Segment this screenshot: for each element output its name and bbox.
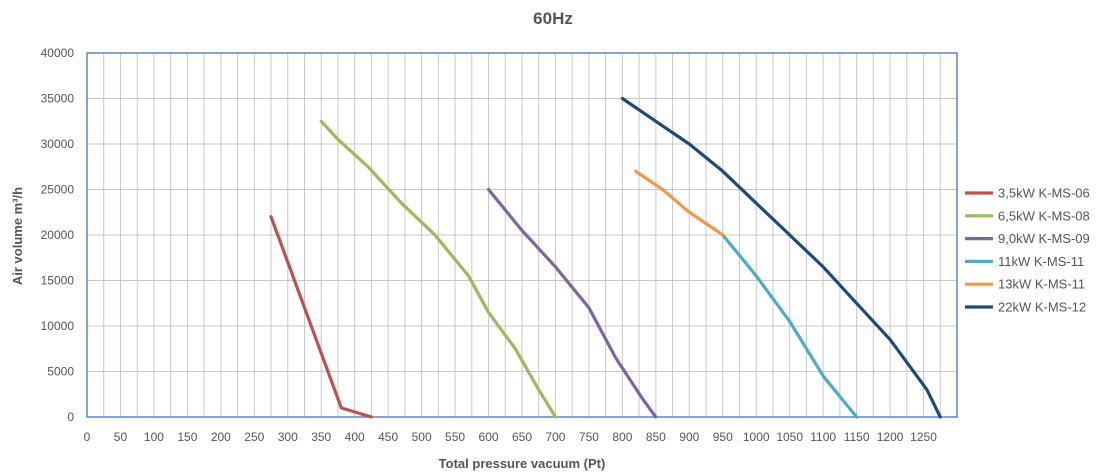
x-tick-label: 1150 xyxy=(844,430,870,444)
x-tick-label: 350 xyxy=(311,430,331,444)
legend: 3,5kW K-MS-06 6,5kW K-MS-08 9,0kW K-MS-09 1… xyxy=(965,186,1090,315)
y-tick-label: 10000 xyxy=(41,319,75,333)
x-tick-label: 500 xyxy=(412,430,432,444)
x-tick-label: 250 xyxy=(244,430,264,444)
x-tick-label: 300 xyxy=(278,430,298,444)
x-tick-label: 150 xyxy=(177,430,197,444)
x-tick-label: 700 xyxy=(545,430,565,444)
legend-label: 13kW K-MS-11 xyxy=(998,277,1085,292)
legend-label: 11kW K-MS-11 xyxy=(998,254,1084,269)
y-tick-label: 0 xyxy=(67,410,74,424)
x-tick-label: 750 xyxy=(579,430,599,444)
x-tick-label: 100 xyxy=(144,430,164,444)
x-tick-label: 0 xyxy=(84,430,91,444)
y-tick-label: 25000 xyxy=(41,183,75,197)
y-tick-label: 5000 xyxy=(47,365,74,379)
y-tick-label: 35000 xyxy=(41,92,75,106)
x-tick-label: 550 xyxy=(445,430,465,444)
x-tick-label: 1000 xyxy=(743,430,770,444)
series-line xyxy=(486,187,658,419)
x-tick-label: 800 xyxy=(612,430,632,444)
y-tick-labels: 0 5000 10000 15000 20000 25000 30000 35000 40000 xyxy=(41,46,75,424)
y-tick-label: 15000 xyxy=(41,274,75,288)
series-line xyxy=(269,215,373,419)
x-tick-label: 1250 xyxy=(910,430,937,444)
legend-label: 22kW K-MS-12 xyxy=(998,300,1086,315)
chart-title: 60Hz xyxy=(533,9,573,28)
x-tick-label: 900 xyxy=(679,430,699,444)
series-line xyxy=(721,233,859,419)
x-tick-label: 950 xyxy=(713,430,733,444)
grid-layer xyxy=(86,52,958,418)
x-tick-label: 400 xyxy=(345,430,365,444)
x-tick-label: 450 xyxy=(378,430,398,444)
plot-frame xyxy=(86,52,958,418)
series-line xyxy=(634,169,725,237)
x-tick-label: 1100 xyxy=(810,430,836,444)
x-axis-title: Total pressure vacuum (Pt) xyxy=(439,456,606,471)
legend-label: 3,5kW K-MS-06 xyxy=(998,186,1090,201)
x-tick-label: 600 xyxy=(479,430,499,444)
x-tick-label: 650 xyxy=(512,430,532,444)
x-tick-label: 200 xyxy=(211,430,231,444)
legend-label: 9,0kW K-MS-09 xyxy=(998,231,1090,246)
series-line xyxy=(319,119,558,419)
x-tick-labels: 0 50 100 150 200 250 300 350 400 450 500 550 600 650 7… xyxy=(84,430,938,444)
x-tick-label: 850 xyxy=(646,430,666,444)
series-line xyxy=(620,96,942,419)
x-tick-label: 1050 xyxy=(776,430,803,444)
y-tick-label: 40000 xyxy=(41,46,75,60)
legend-label: 6,5kW K-MS-08 xyxy=(998,208,1090,223)
y-tick-label: 30000 xyxy=(41,137,75,151)
series-layer xyxy=(269,96,942,419)
y-axis-title: Air volume m³/h xyxy=(10,187,25,285)
x-tick-label: 1200 xyxy=(877,430,904,444)
x-tick-label: 50 xyxy=(114,430,128,444)
y-tick-label: 20000 xyxy=(41,228,75,242)
